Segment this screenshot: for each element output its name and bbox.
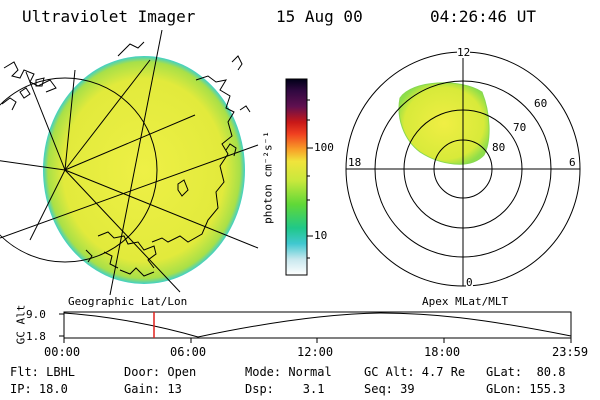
altitude-curve: [63, 312, 572, 338]
geo-caption: Geographic Lat/Lon: [68, 295, 188, 308]
mlat-label-60: 60: [534, 97, 548, 110]
polar-grid: [346, 52, 580, 286]
mlat-label-70: 70: [513, 121, 527, 134]
instrument-title: Ultraviolet Imager: [22, 7, 196, 26]
time-tick-1800: 18:00: [424, 345, 461, 359]
mlt-label-0: 0: [466, 276, 473, 289]
polar-plot: [345, 51, 581, 287]
color-scale: [285, 78, 308, 276]
gc-alt-info: GC Alt: 4.7 Re: [364, 365, 466, 379]
mode-info: Mode: Normal: [245, 365, 332, 379]
ip-info: IP: 18.0: [10, 382, 68, 396]
color-bar-ticks: [307, 99, 313, 259]
altitude-ylabel: GC Alt: [14, 304, 28, 345]
altitude-frame: [63, 311, 572, 339]
time-tick-0600: 06:00: [170, 345, 207, 359]
time-tick-0000: 00:00: [44, 345, 81, 359]
time-tick-2359: 23:59: [552, 345, 589, 359]
geographic-image-panel: [0, 30, 259, 295]
coastlines: [1, 41, 251, 277]
altitude-timeline: [59, 311, 572, 343]
mlt-label-18: 18: [348, 156, 362, 169]
gain-info: Gain: 13: [124, 382, 182, 396]
observation-time: 04:26:46 UT: [430, 7, 536, 26]
lat-lon-grid: [0, 30, 259, 295]
observation-date: 15 Aug 00: [276, 7, 363, 26]
color-bar: [285, 78, 313, 276]
auroral-oval: [398, 82, 490, 165]
filter-info: Flt: LBHL: [10, 365, 76, 379]
dsp-info: Dsp: 3.1: [245, 382, 325, 396]
altitude-ytick-max: 9.0: [26, 308, 46, 321]
colorbar-tick-10: 10: [314, 229, 328, 242]
polar-caption: Apex MLat/MLT: [422, 295, 509, 308]
earth-disk: [43, 56, 245, 284]
colorbar-tick-100: 100: [314, 141, 334, 154]
time-tick-1200: 12:00: [297, 345, 334, 359]
mlt-label-12: 12: [457, 46, 471, 59]
colorbar-unit-label: photon cm⁻²s⁻¹: [261, 131, 275, 224]
altitude-ytick-min: 1.8: [26, 330, 46, 343]
mlt-label-6: 6: [569, 156, 576, 169]
door-info: Door: Open: [124, 365, 197, 379]
mlat-label-80: 80: [492, 141, 506, 154]
seq-info: Seq: 39: [364, 382, 415, 396]
glat-info: GLat: 80.8: [486, 365, 566, 379]
timeline-ticks: [59, 313, 572, 343]
glon-info: GLon: 155.3: [486, 382, 566, 396]
